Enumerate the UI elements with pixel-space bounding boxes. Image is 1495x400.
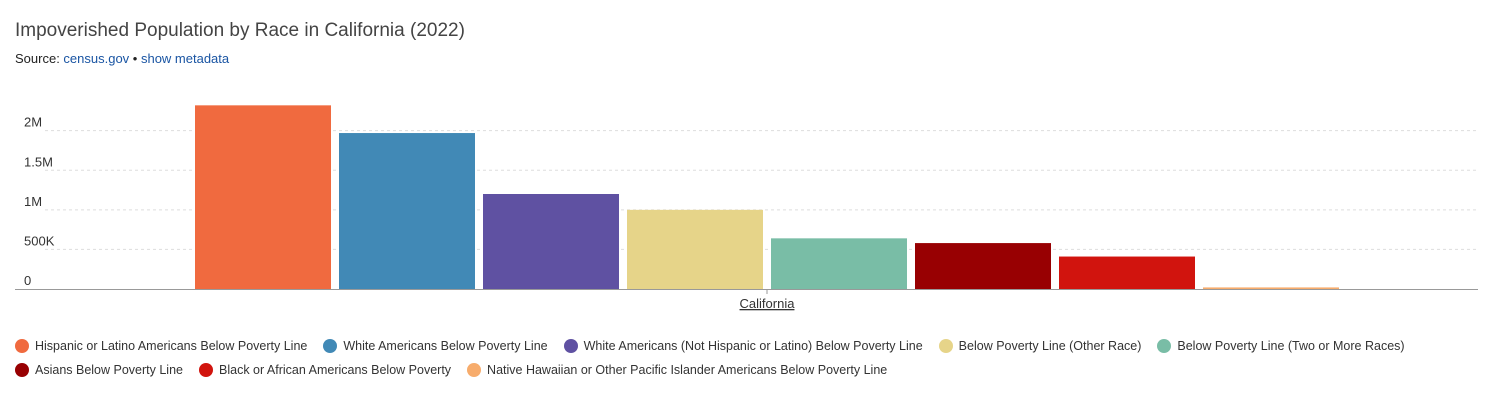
y-tick-label: 1.5M (24, 154, 53, 169)
x-category-label[interactable]: California (740, 296, 796, 311)
legend-item[interactable]: Below Poverty Line (Other Race) (938, 338, 1142, 354)
bar[interactable] (915, 243, 1051, 289)
legend-item[interactable]: Hispanic or Latino Americans Below Pover… (15, 338, 307, 354)
legend-label: Below Poverty Line (Two or More Races) (1177, 339, 1405, 353)
legend-label: Black or African Americans Below Poverty (219, 363, 452, 377)
legend-item[interactable]: Asians Below Poverty Line (15, 362, 183, 378)
bar-chart: 0 500K 1M 1.5M 2M California (15, 105, 1478, 311)
y-tick-label: 1M (24, 194, 42, 209)
bar[interactable] (627, 209, 763, 289)
legend-label: Below Poverty Line (Other Race) (958, 339, 1142, 353)
legend-item[interactable]: Below Poverty Line (Two or More Races) (1157, 338, 1405, 354)
legend-item[interactable]: Native Hawaiian or Other Pacific Islande… (467, 362, 887, 378)
legend-label: White Americans (Not Hispanic or Latino)… (583, 339, 923, 353)
source-separator: • (129, 51, 141, 66)
legend-swatch (1157, 339, 1172, 353)
y-tick-label: 0 (24, 273, 31, 288)
bar[interactable] (1203, 287, 1339, 289)
y-tick-label: 500K (24, 233, 55, 248)
bar[interactable] (483, 194, 619, 289)
legend-item[interactable]: White Americans Below Poverty Line (323, 338, 548, 354)
source-prefix: Source: (15, 51, 64, 66)
show-metadata-link[interactable]: show metadata (140, 51, 230, 66)
legend-swatch (467, 363, 482, 377)
legend-swatch (15, 363, 29, 377)
chart-title: Impoverished Population by Race in Calif… (15, 20, 465, 41)
legend-swatch (563, 339, 578, 353)
source-link[interactable]: census.gov (63, 51, 130, 66)
legend-label: Native Hawaiian or Other Pacific Islande… (487, 363, 888, 377)
bar[interactable] (339, 133, 475, 289)
legend-row: Hispanic or Latino Americans Below Pover… (15, 338, 1475, 378)
legend-item[interactable]: White Americans (Not Hispanic or Latino)… (563, 338, 923, 354)
legend-label: Asians Below Poverty Line (35, 363, 183, 377)
legend-swatch (323, 339, 338, 353)
source-line: Source: census.gov • show metadata (15, 51, 229, 66)
legend-swatch (199, 363, 213, 377)
bar[interactable] (195, 105, 331, 289)
legend-label: White Americans Below Poverty Line (343, 339, 548, 353)
bar[interactable] (1059, 256, 1195, 289)
legend-label: Hispanic or Latino Americans Below Pover… (35, 339, 308, 353)
legend-item[interactable]: Black or African Americans Below Poverty (199, 362, 451, 378)
legend-swatch (938, 339, 953, 353)
chart-legend: Hispanic or Latino Americans Below Pover… (15, 338, 1475, 378)
y-tick-label: 2M (24, 115, 42, 130)
bar[interactable] (771, 238, 907, 289)
legend-swatch (15, 339, 29, 353)
